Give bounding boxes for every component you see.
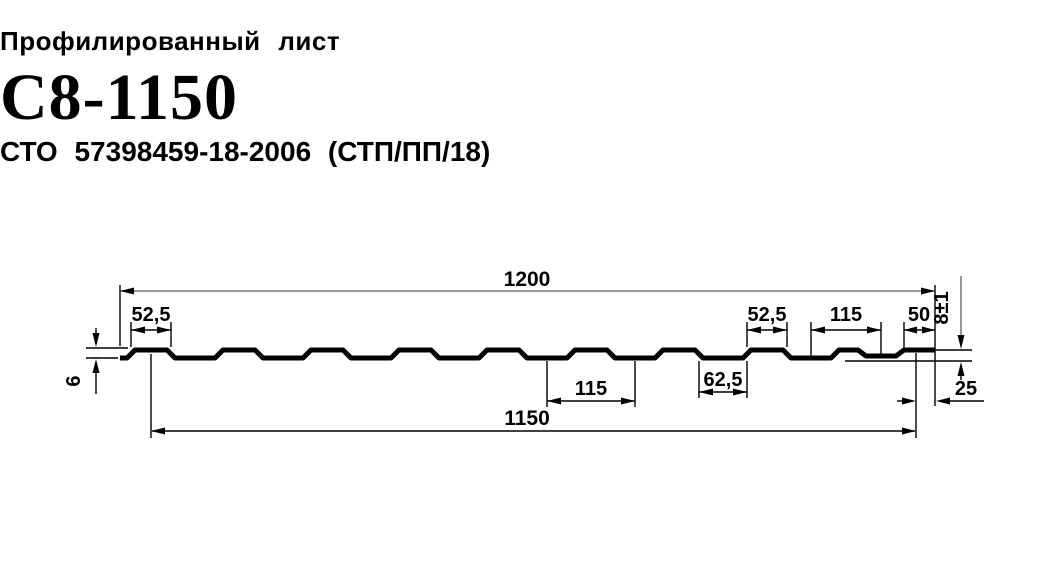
dim-working-width: 1150 xyxy=(151,407,916,435)
dim-edge-height: 6 xyxy=(63,328,100,394)
dim-crest-flat-left-label: 52,5 xyxy=(132,304,171,326)
dim-overall-width-label: 1200 xyxy=(504,268,551,291)
dim-trough-flat-label: 62,5 xyxy=(704,369,743,391)
dim-crest-flat-left: 52,5 xyxy=(131,304,171,334)
model-title: С8-1150 xyxy=(0,61,238,134)
dim-trough-flat: 62,5 xyxy=(699,369,747,396)
dim-edge-height-label: 6 xyxy=(63,375,85,386)
dim-pitch-top-label: 115 xyxy=(830,304,862,326)
dim-pitch-top: 115 xyxy=(811,304,881,334)
dim-crest-flat-right: 52,5 xyxy=(747,304,787,334)
dim-overall-width: 1200 xyxy=(120,268,935,295)
standard-title: СТО 57398459-18-2006 (СТП/ПП/18) xyxy=(0,136,491,167)
dim-end-flat: 50 xyxy=(904,304,935,334)
dim-profile-height-label: 8±1 xyxy=(931,291,953,324)
dim-edge-overlap-label: 25 xyxy=(955,378,977,400)
dim-edge-overlap: 25 xyxy=(897,378,984,405)
dim-pitch-bottom: 115 xyxy=(547,378,635,405)
dim-working-width-label: 1150 xyxy=(504,407,550,430)
sheet-profile-outline xyxy=(120,347,935,361)
dim-end-flat-label: 50 xyxy=(908,304,930,326)
dim-pitch-bottom-label: 115 xyxy=(575,378,607,400)
product-type-title: Профилированный лист xyxy=(0,26,341,56)
dim-crest-flat-right-label: 52,5 xyxy=(748,304,787,326)
dim-profile-height: 8±1 xyxy=(931,276,965,380)
